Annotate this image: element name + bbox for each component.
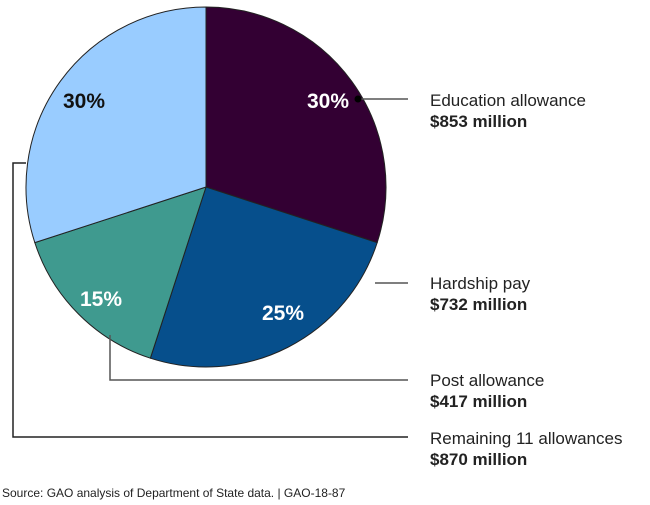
pie-slice-post-allowance — [34, 186, 207, 359]
pct-label-remaining: 30% — [63, 90, 105, 113]
legend-name: Education allowance — [430, 91, 586, 110]
legend-amount: $417 million — [430, 392, 528, 411]
legend-remaining: Remaining 11 allowances $870 million — [430, 428, 622, 470]
legend-post: Post allowance $417 million — [430, 370, 544, 412]
leader-line-remaining — [12, 162, 408, 438]
legend-hardship: Hardship pay $732 million — [430, 273, 530, 315]
legend-name: Hardship pay — [430, 274, 531, 293]
legend-amount: $732 million — [430, 295, 528, 314]
legend-education: Education allowance $853 million — [430, 90, 586, 132]
pct-label-hardship: 25% — [262, 302, 304, 325]
legend-name: Post allowance — [430, 371, 545, 390]
source-note: Source: GAO analysis of Department of St… — [2, 486, 346, 500]
pct-label-education: 30% — [307, 90, 349, 113]
pct-label-post: 15% — [80, 288, 122, 311]
legend-amount: $853 million — [430, 112, 528, 131]
legend-name: Remaining 11 allowances — [430, 429, 623, 448]
pie-slice-hardship-pay — [149, 186, 378, 368]
legend-amount: $870 million — [430, 450, 528, 469]
leader-dot-education — [354, 95, 362, 103]
leader-line-post — [109, 335, 408, 381]
pie-slice-education-allowance — [205, 6, 387, 244]
pie-slice-remaining-11-allowances — [25, 6, 207, 244]
